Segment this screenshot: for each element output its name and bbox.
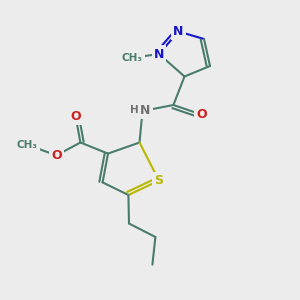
Text: N: N (140, 104, 151, 117)
Text: N: N (154, 47, 164, 61)
Text: O: O (196, 108, 207, 121)
Text: CH₃: CH₃ (16, 140, 38, 151)
Text: S: S (154, 174, 164, 187)
Text: O: O (70, 110, 81, 123)
Text: H: H (130, 105, 139, 116)
Text: CH₃: CH₃ (122, 52, 142, 63)
Text: O: O (51, 149, 62, 162)
Text: N: N (173, 25, 184, 38)
